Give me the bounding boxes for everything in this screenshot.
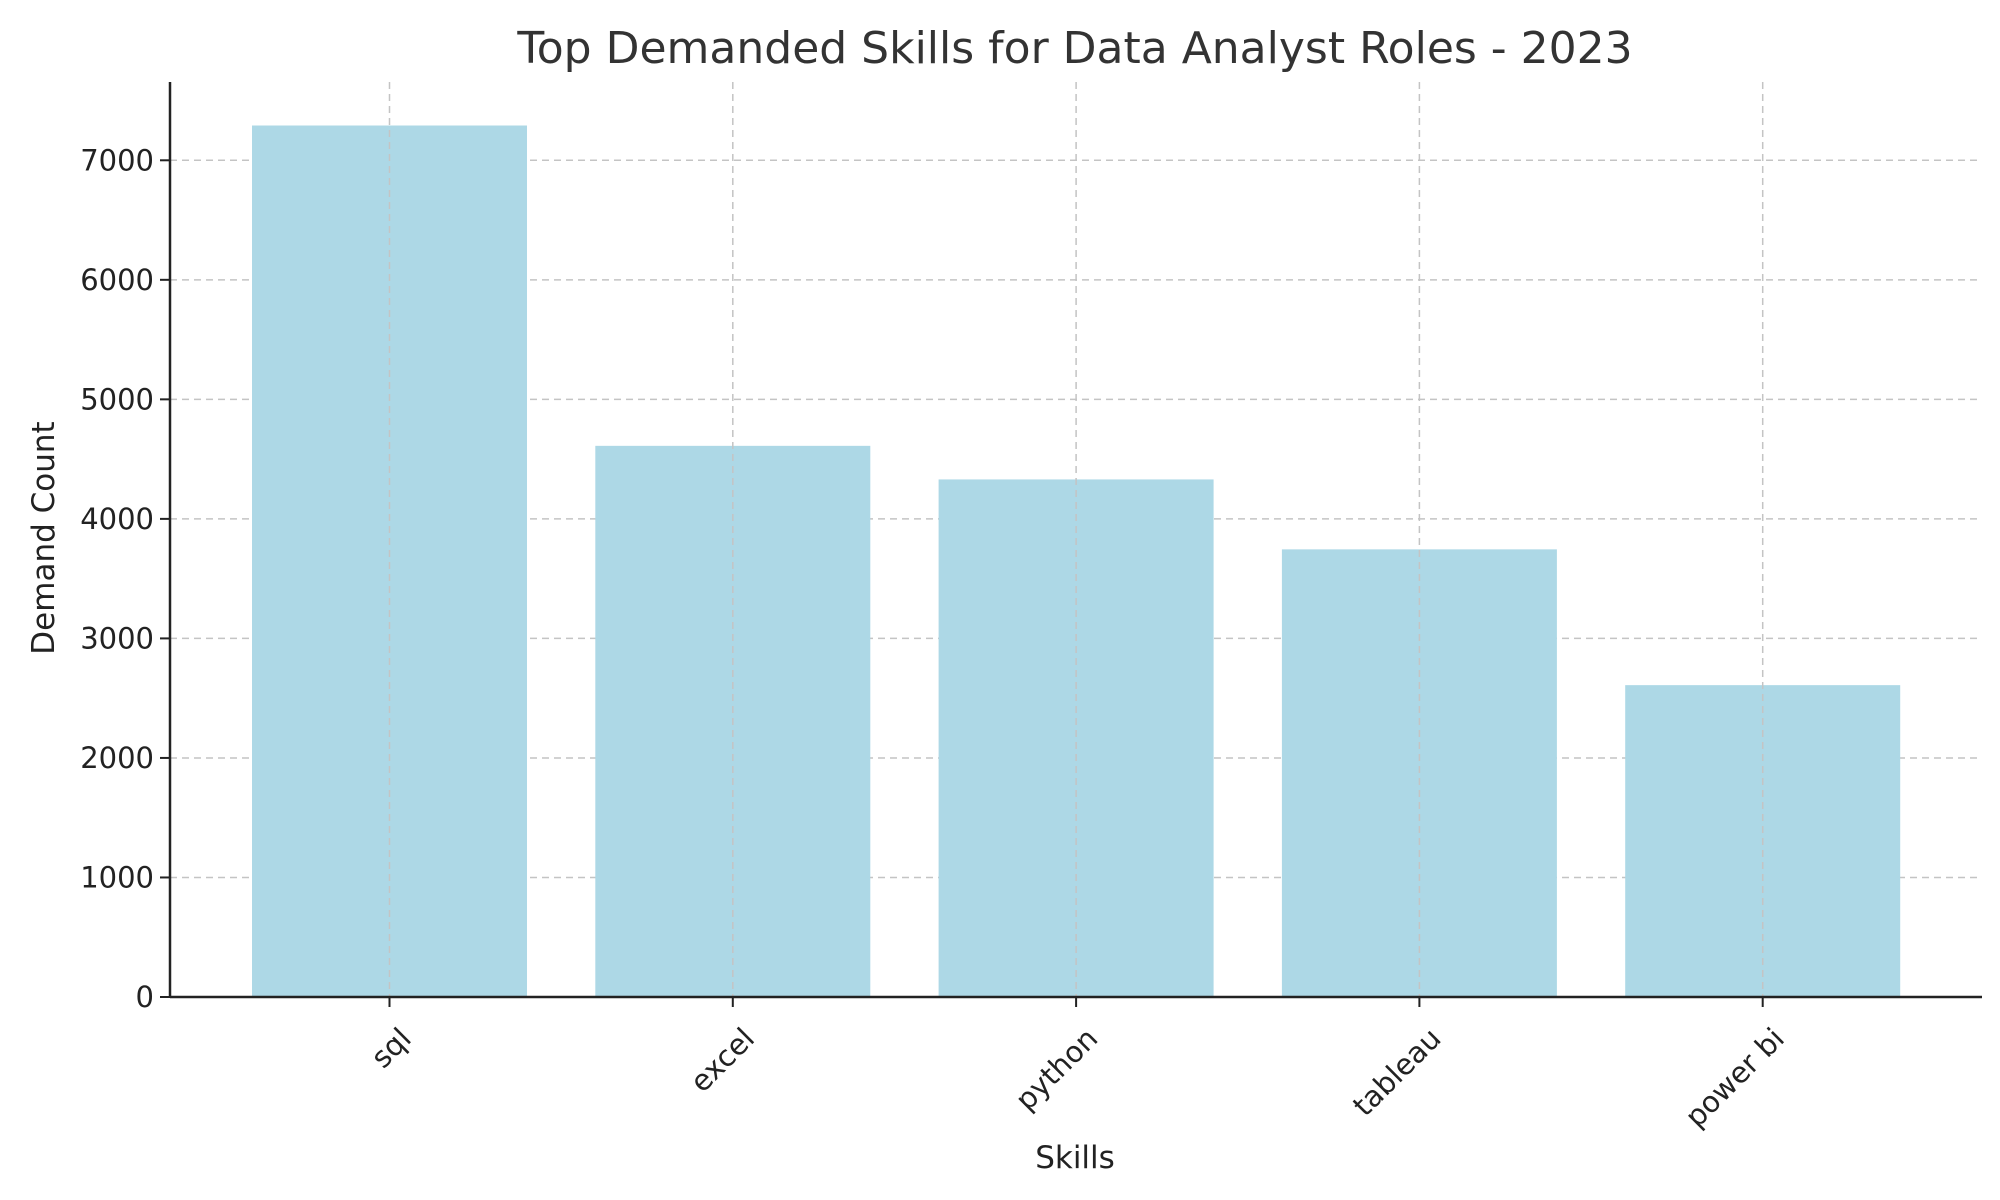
bar-python — [938, 479, 1214, 998]
x-axis-label: Skills — [1035, 1140, 1115, 1176]
y-tick-label: 2000 — [80, 741, 154, 775]
y-tick-label: 5000 — [80, 382, 154, 416]
x-tick-label: power bi — [1678, 1021, 1791, 1134]
x-tick-label: excel — [683, 1021, 761, 1099]
x-tick-label: sql — [364, 1021, 417, 1074]
y-tick-label: 4000 — [80, 502, 154, 536]
x-tick-label: python — [1009, 1021, 1105, 1117]
y-tick-label: 3000 — [80, 621, 154, 655]
chart-title: Top Demanded Skills for Data Analyst Rol… — [516, 23, 1632, 74]
y-axis-label: Demand Count — [26, 421, 62, 654]
y-tick-label: 1000 — [80, 860, 154, 894]
vertical-grid-layer — [388, 82, 1764, 997]
y-tick-label: 6000 — [80, 263, 154, 297]
y-tick-label: 0 — [136, 980, 154, 1014]
x-tick-label: tableau — [1346, 1021, 1448, 1123]
y-tick-label: 7000 — [80, 143, 154, 177]
